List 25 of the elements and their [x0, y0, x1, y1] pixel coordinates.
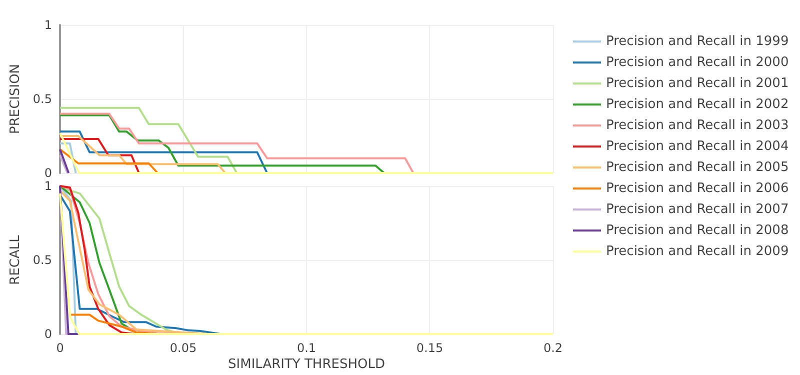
y-tick-label: 0.5 [32, 92, 52, 106]
legend-label: Precision and Recall in 2009 [606, 244, 789, 259]
x-tick-label: 0.1 [296, 341, 316, 355]
legend-label: Precision and Recall in 2000 [606, 55, 789, 70]
legend-label: Precision and Recall in 2002 [606, 97, 789, 112]
x-tick-label: 0.2 [543, 341, 563, 355]
x-axis-title: SIMILARITY THRESHOLD [228, 357, 385, 372]
y-axis-title: RECALL [8, 234, 23, 285]
y-tick-label: 1 [44, 179, 52, 193]
y-tick-label: 0.5 [32, 253, 52, 267]
legend-label: Precision and Recall in 1999 [606, 34, 789, 49]
legend-label: Precision and Recall in 2001 [606, 76, 789, 91]
y-axis-title: PRECISION [8, 64, 23, 134]
legend-label: Precision and Recall in 2008 [606, 223, 789, 238]
legend-label: Precision and Recall in 2004 [606, 139, 789, 154]
y-tick-label: 0 [44, 327, 52, 341]
y-tick-label: 1 [44, 18, 52, 32]
x-tick-label: 0 [56, 341, 64, 355]
x-tick-label: 0.05 [170, 341, 197, 355]
legend-label: Precision and Recall in 2003 [606, 118, 789, 133]
y-tick-label: 0 [44, 166, 52, 180]
legend-label: Precision and Recall in 2006 [606, 181, 789, 196]
legend-label: Precision and Recall in 2007 [606, 202, 789, 217]
x-tick-label: 0.15 [416, 341, 444, 355]
legend-label: Precision and Recall in 2005 [606, 160, 789, 175]
